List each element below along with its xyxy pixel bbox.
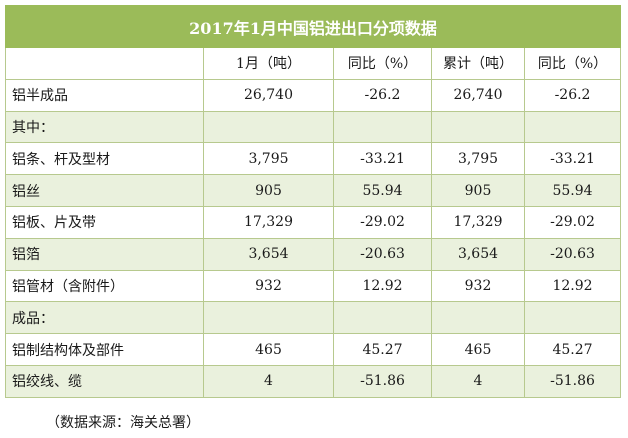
cumulative-cell: 465 bbox=[431, 333, 525, 366]
yoy-month-cell: -26.2 bbox=[333, 78, 432, 112]
month-cell: 17,329 bbox=[203, 205, 334, 239]
row-name-cell: 铝丝 bbox=[5, 174, 204, 207]
yoy-cumulative-cell: 45.27 bbox=[523, 333, 622, 366]
month-cell bbox=[203, 301, 334, 335]
table-title-row: 2017年1月中国铝进出口分项数据 bbox=[4, 5, 622, 48]
row-name-cell: 铝板、片及带 bbox=[5, 205, 204, 239]
table-title: 2017年1月中国铝进出口分项数据 bbox=[4, 5, 622, 48]
header-cell-yoy1: 同比（%） bbox=[333, 47, 432, 80]
table-row: 铝制结构体及部件 465 45.27 465 45.27 bbox=[5, 333, 622, 366]
month-cell: 905 bbox=[203, 174, 334, 207]
data-source-note: （数据来源：海关总署） bbox=[46, 415, 200, 431]
yoy-month-cell: -20.63 bbox=[333, 237, 432, 271]
cumulative-cell: 3,795 bbox=[431, 142, 525, 176]
yoy-month-cell bbox=[333, 110, 432, 144]
yoy-cumulative-cell: -26.2 bbox=[523, 78, 622, 112]
yoy-month-cell: -29.02 bbox=[333, 205, 432, 239]
cumulative-cell bbox=[431, 110, 525, 144]
table-row: 铝箔 3,654 -20.63 3,654 -20.63 bbox=[5, 237, 622, 271]
month-cell: 3,654 bbox=[203, 237, 334, 271]
yoy-month-cell: 12.92 bbox=[333, 269, 432, 303]
yoy-month-cell bbox=[333, 301, 432, 335]
row-name-cell: 铝制结构体及部件 bbox=[5, 333, 204, 366]
table-row: 其中： bbox=[5, 110, 622, 144]
yoy-month-cell: 55.94 bbox=[333, 174, 432, 207]
table-row: 铝板、片及带 17,329 -29.02 17,329 -29.02 bbox=[5, 205, 622, 239]
row-name-cell: 铝条、杆及型材 bbox=[5, 142, 204, 176]
cumulative-cell bbox=[431, 301, 525, 335]
yoy-cumulative-cell: -20.63 bbox=[523, 237, 622, 271]
month-cell: 3,795 bbox=[203, 142, 334, 176]
header-cell-cumulative: 累计（吨） bbox=[431, 47, 525, 80]
table-row: 成品： bbox=[5, 301, 622, 335]
table-row: 铝条、杆及型材 3,795 -33.21 3,795 -33.21 bbox=[5, 142, 622, 176]
yoy-cumulative-cell: 12.92 bbox=[523, 269, 622, 303]
cumulative-cell: 26,740 bbox=[431, 78, 525, 112]
row-name-cell: 铝半成品 bbox=[5, 78, 204, 112]
table-row: 铝半成品 26,740 -26.2 26,740 -26.2 bbox=[5, 78, 622, 112]
yoy-cumulative-cell: 55.94 bbox=[523, 174, 622, 207]
yoy-cumulative-cell: -33.21 bbox=[523, 142, 622, 176]
yoy-cumulative-cell: -51.86 bbox=[523, 364, 622, 398]
table-row: 铝绞线、缆 4 -51.86 4 -51.86 bbox=[5, 364, 622, 398]
month-cell: 26,740 bbox=[203, 78, 334, 112]
row-name-cell: 其中： bbox=[5, 110, 204, 144]
data-table-container: 2017年1月中国铝进出口分项数据 1月（吨） 同比（%） 累计（吨） 同比（%… bbox=[4, 5, 622, 398]
yoy-month-cell: 45.27 bbox=[333, 333, 432, 366]
yoy-month-cell: -51.86 bbox=[333, 364, 432, 398]
month-cell: 932 bbox=[203, 269, 334, 303]
row-name-cell: 铝箔 bbox=[5, 237, 204, 271]
row-name-cell: 成品： bbox=[5, 301, 204, 335]
header-cell-month: 1月（吨） bbox=[203, 47, 334, 80]
yoy-cumulative-cell bbox=[523, 301, 622, 335]
yoy-cumulative-cell: -29.02 bbox=[523, 205, 622, 239]
aluminum-import-export-table: 2017年1月中国铝进出口分项数据 1月（吨） 同比（%） 累计（吨） 同比（%… bbox=[4, 5, 622, 398]
cumulative-cell: 905 bbox=[431, 174, 525, 207]
cumulative-cell: 4 bbox=[431, 364, 525, 398]
row-name-cell: 铝绞线、缆 bbox=[5, 364, 204, 398]
yoy-cumulative-cell bbox=[523, 110, 622, 144]
yoy-month-cell: -33.21 bbox=[333, 142, 432, 176]
cumulative-cell: 932 bbox=[431, 269, 525, 303]
table-row: 铝管材（含附件） 932 12.92 932 12.92 bbox=[5, 269, 622, 303]
month-cell: 4 bbox=[203, 364, 334, 398]
month-cell: 465 bbox=[203, 333, 334, 366]
cumulative-cell: 17,329 bbox=[431, 205, 525, 239]
month-cell bbox=[203, 110, 334, 144]
header-cell-name bbox=[5, 47, 204, 80]
table-row: 铝丝 905 55.94 905 55.94 bbox=[5, 174, 622, 207]
cumulative-cell: 3,654 bbox=[431, 237, 525, 271]
row-name-cell: 铝管材（含附件） bbox=[5, 269, 204, 303]
header-cell-yoy2: 同比（%） bbox=[523, 47, 622, 80]
header-row: 1月（吨） 同比（%） 累计（吨） 同比（%） bbox=[5, 47, 622, 80]
